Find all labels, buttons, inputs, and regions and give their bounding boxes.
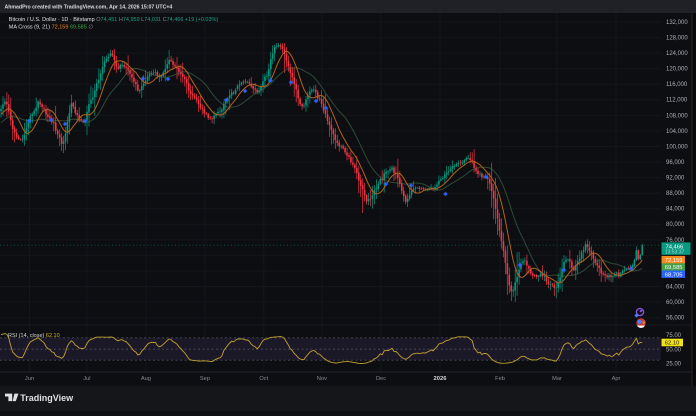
svg-text:Dec: Dec bbox=[376, 376, 386, 382]
svg-text:MA Cross (9, 21) 72,159 69,585: MA Cross (9, 21) 72,159 69,585 ∅ bbox=[9, 23, 94, 30]
svg-text:75.00: 75.00 bbox=[666, 333, 682, 339]
svg-text:124,000: 124,000 bbox=[666, 51, 688, 57]
svg-text:132,000: 132,000 bbox=[666, 20, 688, 26]
svg-text:TradingView: TradingView bbox=[20, 393, 74, 403]
svg-text:Nov: Nov bbox=[317, 376, 327, 382]
svg-text:112,000: 112,000 bbox=[666, 98, 688, 104]
svg-text:Jun: Jun bbox=[25, 376, 34, 382]
svg-text:Aug: Aug bbox=[141, 376, 151, 382]
svg-text:64,000: 64,000 bbox=[666, 284, 685, 290]
svg-text:56,000: 56,000 bbox=[666, 316, 685, 322]
svg-text:Bitcoin / U.S. Dollar · 1D · B: Bitcoin / U.S. Dollar · 1D · Bitstamp O7… bbox=[9, 17, 219, 23]
svg-text:Mar: Mar bbox=[552, 376, 562, 382]
svg-text:Jul: Jul bbox=[83, 376, 90, 382]
svg-text:92,000: 92,000 bbox=[666, 176, 685, 182]
svg-text:100,000: 100,000 bbox=[666, 144, 688, 150]
svg-text:2026: 2026 bbox=[434, 376, 448, 382]
svg-text:120,000: 120,000 bbox=[666, 67, 688, 73]
svg-text:84,000: 84,000 bbox=[666, 207, 685, 213]
svg-text:Oct: Oct bbox=[259, 376, 268, 382]
svg-text:72,159: 72,159 bbox=[665, 258, 683, 264]
svg-text:AhmadPro created with TradingV: AhmadPro created with TradingView.com, A… bbox=[5, 5, 173, 11]
svg-text:Sep: Sep bbox=[200, 376, 210, 382]
svg-text:60,000: 60,000 bbox=[666, 300, 685, 306]
svg-text:25.00: 25.00 bbox=[666, 362, 682, 368]
svg-text:62.10: 62.10 bbox=[665, 341, 680, 347]
svg-text:69,585: 69,585 bbox=[665, 265, 683, 271]
svg-text:96,000: 96,000 bbox=[666, 160, 685, 166]
svg-text:108,000: 108,000 bbox=[666, 113, 688, 119]
svg-text:13:53:37: 13:53:37 bbox=[665, 250, 685, 256]
svg-text:50.00: 50.00 bbox=[666, 347, 682, 353]
svg-text:RSI (14, close) 62.10: RSI (14, close) 62.10 bbox=[8, 333, 60, 339]
svg-text:Apr: Apr bbox=[612, 376, 621, 382]
svg-text:Feb: Feb bbox=[495, 376, 505, 382]
svg-text:68,705: 68,705 bbox=[665, 272, 683, 278]
svg-text:128,000: 128,000 bbox=[666, 36, 688, 42]
svg-text:80,000: 80,000 bbox=[666, 222, 685, 228]
svg-text:104,000: 104,000 bbox=[666, 129, 688, 135]
svg-text:88,000: 88,000 bbox=[666, 191, 685, 197]
svg-text:116,000: 116,000 bbox=[666, 82, 688, 88]
